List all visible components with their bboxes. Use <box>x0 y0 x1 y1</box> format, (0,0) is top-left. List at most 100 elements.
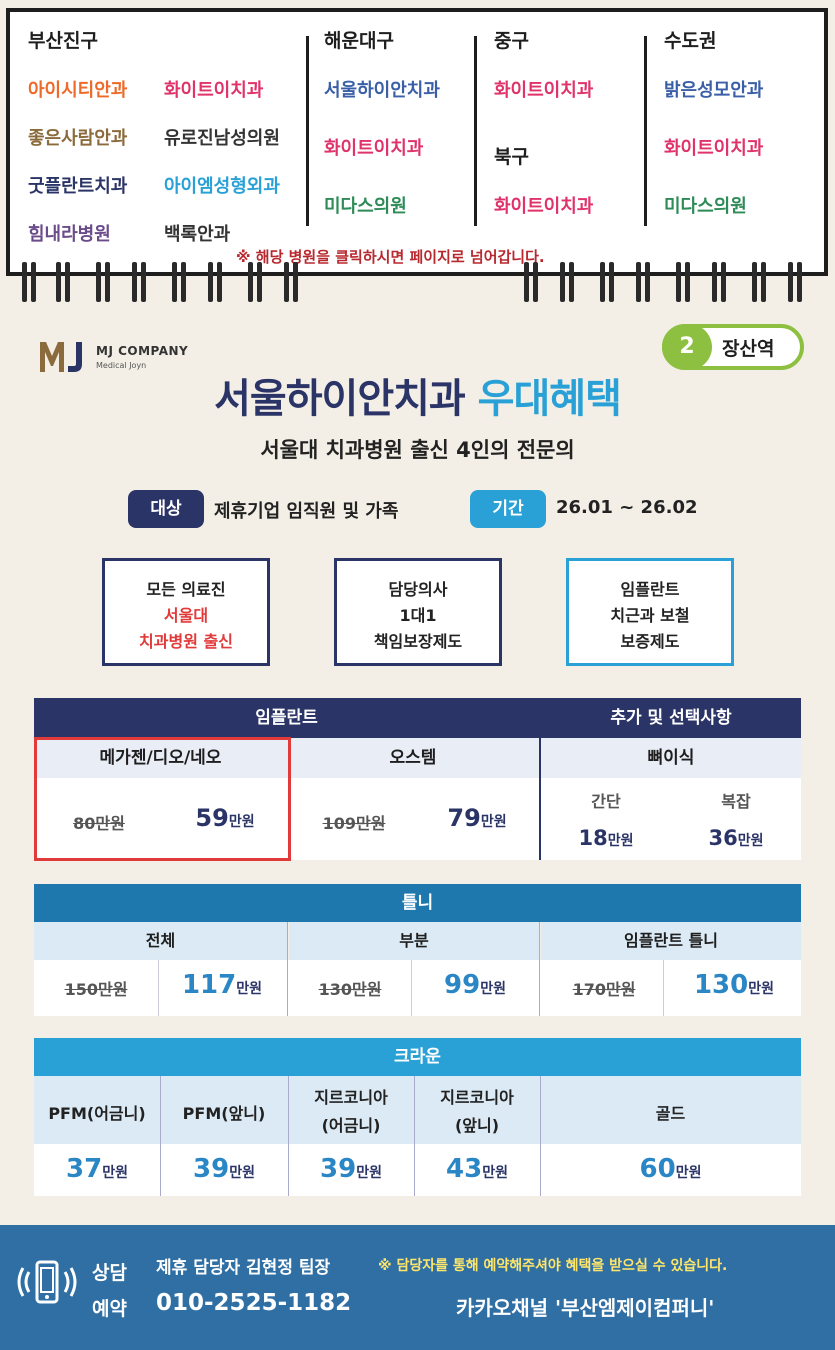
reserve-label: 예약 <box>92 1298 127 1320</box>
hospital-nav-box: 부산진구 아이시티안과 화이트이치과 좋은사람안과 유로진남성의원 굿플란트치과… <box>6 8 828 276</box>
crown-type: 골드 <box>655 1104 686 1123</box>
table-divider <box>539 698 541 860</box>
subtitle: 서울대 치과병원 출신 4인의 전문의 <box>260 438 575 462</box>
complex-label: 복잡 <box>721 792 751 811</box>
implant-brand: 메가젠/디오/네오 <box>34 738 287 778</box>
binder-ring <box>284 262 300 306</box>
hospital-link[interactable]: 화이트이치과 <box>664 138 764 159</box>
feature-box-warranty: 임플란트 치근과 보철 보증제도 <box>566 558 734 666</box>
feature-line: 담당의사 <box>388 580 448 599</box>
denture-header: 틀니 <box>34 884 801 922</box>
crown-price: 39만원 <box>320 1154 382 1184</box>
feature-highlight: 치과병원 출신 <box>139 632 233 651</box>
binder-ring <box>132 262 148 306</box>
binder-ring <box>788 262 804 306</box>
column-divider <box>474 36 477 226</box>
crown-price: 43만원 <box>446 1154 508 1184</box>
binder-ring <box>676 262 692 306</box>
binder-ring <box>600 262 616 306</box>
simple-price: 18만원 <box>578 826 634 850</box>
table-divider <box>160 1076 161 1196</box>
district-junggu: 중구 <box>494 26 529 53</box>
manager-name: 제휴 담당자 김현정 팀장 <box>156 1258 331 1278</box>
hospital-link[interactable]: 화이트이치과 <box>494 196 594 217</box>
hospital-link[interactable]: 힘내라병원 <box>28 224 111 245</box>
hospital-link[interactable]: 밝은성모안과 <box>664 80 764 101</box>
highlight-frame <box>34 737 291 861</box>
binder-ring <box>96 262 112 306</box>
crown-type-sub: (어금니) <box>321 1116 381 1135</box>
feature-line: 임플란트 <box>620 580 680 599</box>
hospital-link[interactable]: 아이시티안과 <box>28 80 128 101</box>
original-price: 150만원 <box>64 980 128 999</box>
binder-ring <box>560 262 576 306</box>
hospital-link[interactable]: 유로진남성의원 <box>164 128 280 149</box>
binder-ring <box>172 262 188 306</box>
phone-icon[interactable] <box>14 1254 80 1320</box>
original-price: 109만원 <box>322 814 386 833</box>
hospital-link[interactable]: 아이엠성형외과 <box>164 176 280 197</box>
column-divider <box>644 36 647 226</box>
hospital-link[interactable]: 백록안과 <box>164 224 231 245</box>
district-title: 해운대구 <box>324 30 394 52</box>
discount-price: 79만원 <box>447 804 507 832</box>
table-divider <box>414 1076 415 1196</box>
page-title: 서울하이안치과 우대혜택 <box>0 366 835 424</box>
crown-price: 60만원 <box>639 1154 702 1184</box>
binder-ring <box>22 262 38 306</box>
district-busanjin: 부산진구 <box>28 26 98 53</box>
binder-ring <box>524 262 540 306</box>
phone-number[interactable]: 010-2525-1182 <box>156 1290 352 1316</box>
station-name: 장산역 <box>722 338 775 360</box>
hospital-link[interactable]: 굿플란트치과 <box>28 176 128 197</box>
district-haeundae: 해운대구 <box>324 26 394 53</box>
feature-highlight: 서울대 <box>163 606 209 625</box>
discount-price: 59만원 <box>195 804 255 832</box>
table-divider <box>663 960 664 1016</box>
district-title: 수도권 <box>664 30 717 52</box>
bone-graft-label: 뼈이식 <box>541 738 801 778</box>
crown-price-row <box>34 1144 801 1196</box>
denture-type: 전체 <box>34 922 287 960</box>
crown-type: 지르코니아 <box>314 1088 388 1107</box>
hospital-link[interactable]: 미다스의원 <box>664 196 747 217</box>
hospital-link[interactable]: 서울하이안치과 <box>324 80 440 101</box>
hospital-link[interactable]: 화이트이치과 <box>494 80 594 101</box>
extra-header: 추가 및 선택사항 <box>541 698 801 738</box>
district-bukgu: 북구 <box>494 142 529 169</box>
hospital-link[interactable]: 미다스의원 <box>324 196 407 217</box>
crown-price: 37만원 <box>66 1154 128 1184</box>
hospital-link[interactable]: 화이트이치과 <box>324 138 424 159</box>
original-price: 130만원 <box>318 980 382 999</box>
target-label: 대상 <box>128 490 204 528</box>
hospital-link[interactable]: 좋은사람안과 <box>28 128 128 149</box>
bone-graft-price-cell <box>541 778 801 860</box>
company-tagline: Medical Joyn <box>96 361 147 370</box>
crown-type-sub: (앞니) <box>454 1116 500 1135</box>
denture-type: 임플란트 틀니 <box>541 922 801 960</box>
company-name: MJ COMPANY <box>96 344 189 358</box>
discount-price: 99만원 <box>444 970 506 1000</box>
district-title: 북구 <box>494 146 529 168</box>
hospital-link[interactable]: 화이트이치과 <box>164 80 264 101</box>
district-title: 중구 <box>494 30 529 52</box>
discount-price: 130만원 <box>693 970 775 1000</box>
binder-ring <box>56 262 72 306</box>
feature-box-responsibility: 담당의사 1대1 책임보장제도 <box>334 558 502 666</box>
feature-box-doctors: 모든 의료진 서울대 치과병원 출신 <box>102 558 270 666</box>
feature-line: 치근과 보철 <box>610 606 690 625</box>
feature-line: 모든 의료진 <box>146 580 226 599</box>
complex-price: 36만원 <box>708 826 764 850</box>
period-label: 기간 <box>470 490 546 528</box>
kakao-channel-link[interactable]: 카카오채널 '부산엠제이컴퍼니' <box>456 1296 715 1320</box>
implant-header: 임플란트 <box>34 698 539 738</box>
discount-price: 117만원 <box>181 970 263 1000</box>
crown-type: PFM(앞니) <box>182 1104 266 1123</box>
crown-price: 39만원 <box>193 1154 255 1184</box>
district-capital: 수도권 <box>664 26 716 53</box>
table-divider <box>288 1076 289 1196</box>
implant-brand: 오스템 <box>287 738 539 778</box>
crown-type: 지르코니아 <box>440 1088 514 1107</box>
district-title: 부산진구 <box>28 30 98 52</box>
binder-ring <box>248 262 264 306</box>
